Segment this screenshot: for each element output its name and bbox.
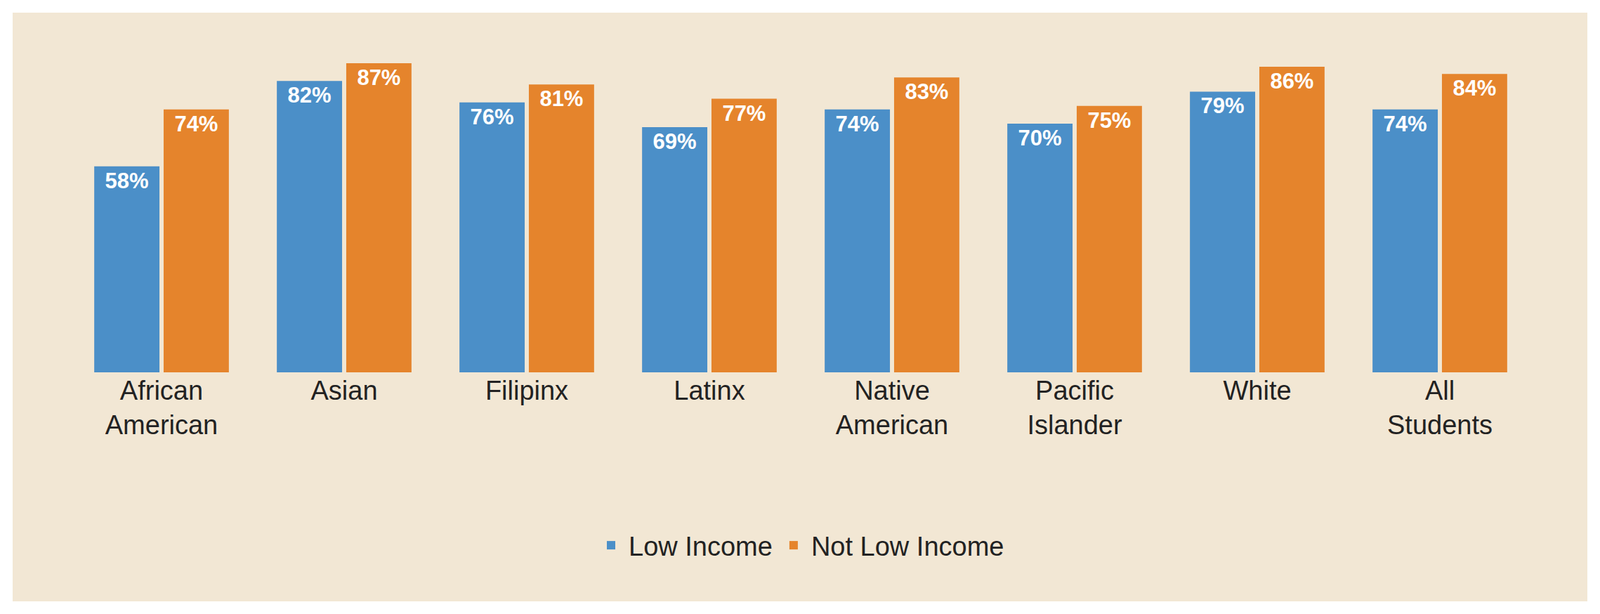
svg-text:82%: 82%	[287, 82, 332, 108]
svg-text:AllStudents: AllStudents	[1387, 375, 1493, 440]
svg-text:74%: 74%	[174, 111, 218, 137]
svg-text:69%: 69%	[653, 129, 697, 154]
svg-text:77%: 77%	[722, 101, 766, 126]
svg-text:PacificIslander: PacificIslander	[1026, 375, 1123, 440]
svg-text:74%: 74%	[835, 111, 880, 137]
svg-text:Latinx: Latinx	[673, 375, 745, 406]
svg-text:76%: 76%	[470, 104, 515, 130]
svg-text:74%: 74%	[1383, 111, 1428, 137]
svg-text:Not Low Income: Not Low Income	[811, 531, 1005, 562]
svg-text:81%: 81%	[539, 86, 583, 111]
svg-text:White: White	[1222, 375, 1291, 406]
svg-text:75%: 75%	[1087, 108, 1131, 133]
svg-text:83%: 83%	[904, 79, 949, 104]
svg-text:NativeAmerican: NativeAmerican	[835, 375, 949, 440]
svg-text:Low Income: Low Income	[628, 531, 773, 562]
svg-text:86%: 86%	[1269, 68, 1314, 94]
svg-text:AfricanAmerican: AfricanAmerican	[105, 375, 219, 440]
svg-text:Filipinx: Filipinx	[485, 375, 569, 406]
svg-text:58%: 58%	[105, 168, 149, 194]
svg-text:Asian: Asian	[310, 375, 378, 406]
svg-text:84%: 84%	[1452, 75, 1497, 101]
svg-text:79%: 79%	[1201, 93, 1245, 118]
svg-text:70%: 70%	[1018, 125, 1062, 151]
svg-text:87%: 87%	[356, 65, 401, 90]
